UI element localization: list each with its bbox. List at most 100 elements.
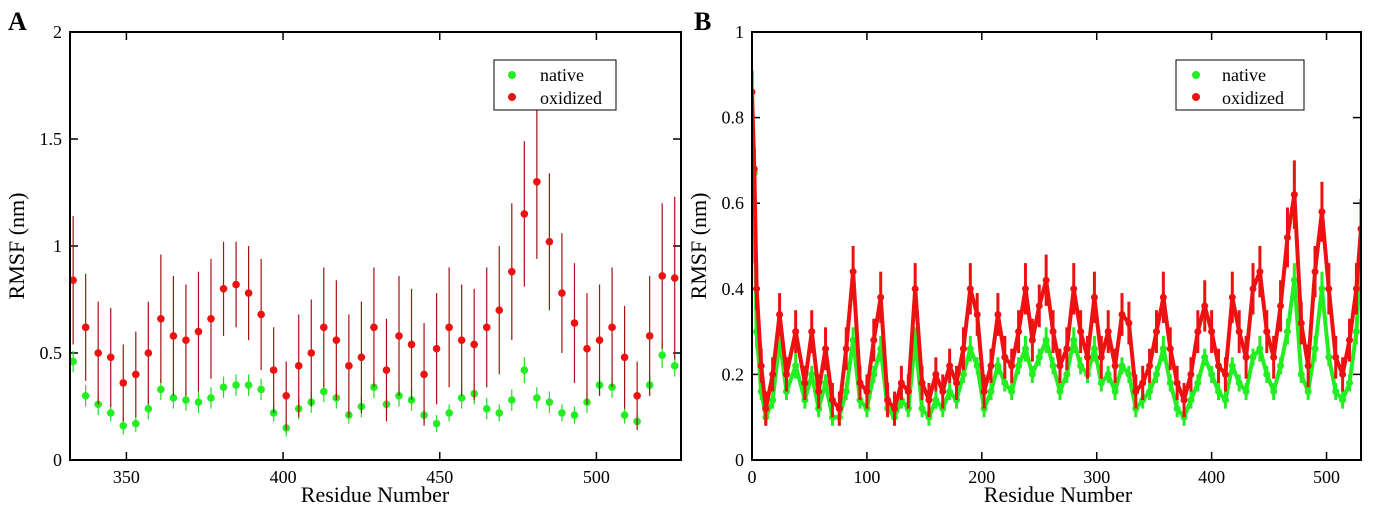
panel-a-legend-oxidized-label: oxidized	[540, 88, 602, 108]
panel-b-oxidized-point	[822, 345, 830, 353]
panel-a-oxidized-point	[94, 349, 102, 357]
panel-b-oxidized-point	[1090, 293, 1098, 301]
panel-a-xlabel: Residue Number	[301, 482, 450, 507]
panel-a-oxidized-point	[658, 272, 666, 280]
panel-b-oxidized-point	[1194, 328, 1202, 336]
panel-b-oxidized-point	[1180, 396, 1188, 404]
panel-a-oxidized-point	[595, 336, 604, 344]
panel-b-oxidized-point	[1166, 345, 1174, 353]
panel-b-oxidized-point	[1035, 302, 1043, 310]
panel-a-native-point	[545, 398, 554, 407]
panel-b-oxidized-point	[808, 328, 816, 336]
panel-a-native-point	[658, 351, 666, 359]
panel-a-native-point	[157, 385, 165, 394]
panel-b-native-point	[822, 379, 830, 387]
panel-b-oxidized-point	[828, 396, 836, 404]
panel-b-oxidized-point	[1015, 328, 1023, 336]
panel-a-native-point	[132, 419, 140, 428]
panel-a-oxidized-point	[81, 323, 90, 332]
panel-b-oxidized-point	[849, 268, 857, 276]
panel-b-oxidized-point	[1070, 285, 1078, 293]
panel-b-legend-oxidized-marker	[1192, 93, 1200, 101]
panel-b-legend-oxidized-label: oxidized	[1222, 88, 1284, 108]
panel-b-native-point	[1194, 379, 1202, 387]
panel-b-native-point	[1028, 370, 1036, 378]
panel-b-native-point	[1015, 362, 1023, 370]
panel-b-ytick-label: 0	[735, 450, 744, 470]
panel-a-oxidized-point	[570, 319, 579, 327]
panel-a-oxidized-point	[470, 340, 479, 349]
panel-b-native-point	[1270, 388, 1278, 396]
panel-a-oxidized-point	[219, 285, 228, 293]
panel-a-native-point	[533, 394, 541, 402]
panel-b-oxidized-point	[877, 293, 885, 301]
panel-a-oxidized-point	[608, 323, 616, 332]
panel-b-native-point	[808, 370, 816, 378]
panel-a-native-point	[207, 394, 215, 402]
panel-b-native-point	[1090, 345, 1098, 353]
panel-b-native-point	[1173, 405, 1181, 413]
panel-b-oxidized-point	[769, 370, 777, 378]
panel-a-legend-native-marker	[508, 71, 516, 79]
panel-a-native-point	[445, 409, 453, 417]
panel-b-oxidized-point	[1104, 328, 1112, 336]
panel-b-oxidized-point	[1346, 336, 1354, 344]
panel-b-native-point	[1042, 336, 1050, 344]
panel-b-oxidized-point	[897, 379, 905, 387]
panel-b-oxidized-point	[1159, 293, 1167, 301]
panel-b-oxidized-point	[1325, 285, 1333, 293]
panel-b-oxidized-point	[1077, 328, 1085, 336]
panel-b-native-point	[1125, 370, 1133, 378]
panel-b-ytick-label: 0.4	[722, 279, 745, 299]
panel-a-xtick-label: 500	[583, 467, 610, 487]
panel-b-oxidized-line	[752, 91, 1361, 411]
panel-b-native-point	[1077, 362, 1085, 370]
panel-b-native-point	[1035, 353, 1043, 361]
panel-a-native-point	[232, 381, 240, 389]
panel-b-native-point	[870, 370, 878, 378]
panel-b-legend-native-marker	[1192, 71, 1200, 79]
panel-b-oxidized-point	[1332, 353, 1340, 361]
panel-b-oxidized-point	[994, 310, 1002, 318]
panel-b-native-point	[1346, 379, 1354, 387]
panel-a-oxidized-point	[370, 323, 378, 332]
panel-a-native-point	[70, 357, 77, 366]
panel-b-oxidized-point	[792, 328, 800, 336]
panel-b-oxidized-point	[1111, 362, 1119, 370]
panel-b-ylabel: RMSF (nm)	[686, 193, 711, 300]
panel-b-xtick-label: 400	[1198, 467, 1225, 487]
panel-b-xtick-label: 300	[1083, 467, 1110, 487]
panel-a-oxidized-point	[269, 366, 278, 374]
panel-b-native-point	[932, 396, 940, 404]
panel-b-native-point	[1063, 370, 1071, 378]
panel-a-oxidized-point	[157, 314, 165, 323]
panel-a-ytick-label: 1.5	[40, 129, 63, 149]
panel-b-oxidized-point	[1042, 276, 1050, 284]
panel-b-oxidized-point	[1242, 353, 1250, 361]
panel-a-oxidized-point	[320, 323, 328, 332]
panel-b-xtick-label: 500	[1313, 467, 1340, 487]
panel-b-oxidized-point	[1132, 388, 1140, 396]
panel-b-oxidized-point	[856, 379, 864, 387]
panel-b-native-point	[1263, 370, 1271, 378]
panel-b-oxidized-point	[1221, 370, 1229, 378]
panel-a-native-point	[219, 383, 228, 392]
panel-b-native-point	[1166, 379, 1174, 387]
panel-b-native-point	[1290, 276, 1298, 284]
panel-b-oxidized-point	[1352, 285, 1360, 293]
panel-a-native-point	[558, 409, 566, 417]
panel-a-oxidized-point	[545, 237, 554, 246]
panel-a-oxidized-point	[232, 280, 240, 289]
panel-b-native-point	[1325, 353, 1333, 361]
panel-a-oxidized-point	[70, 276, 77, 285]
panel-b-ytick-label: 0.8	[722, 108, 745, 128]
panel-a-oxidized-point	[182, 336, 190, 344]
panel-b-oxidized-point	[1152, 328, 1160, 336]
panel-a-letter: A	[8, 7, 27, 36]
panel-b-native-point	[1311, 345, 1319, 353]
panel-b-oxidized-point	[904, 388, 912, 396]
panel-a-plot: 350 400 450 500 0 0.5 1 1.5 2	[40, 22, 681, 487]
panel-a-oxidized-point	[407, 340, 416, 349]
panel-b-oxidized-point	[1311, 268, 1319, 276]
panel-a: A 350 400 450 500 0 0.5 1 1.5 2 Residue Number R…	[4, 7, 682, 507]
